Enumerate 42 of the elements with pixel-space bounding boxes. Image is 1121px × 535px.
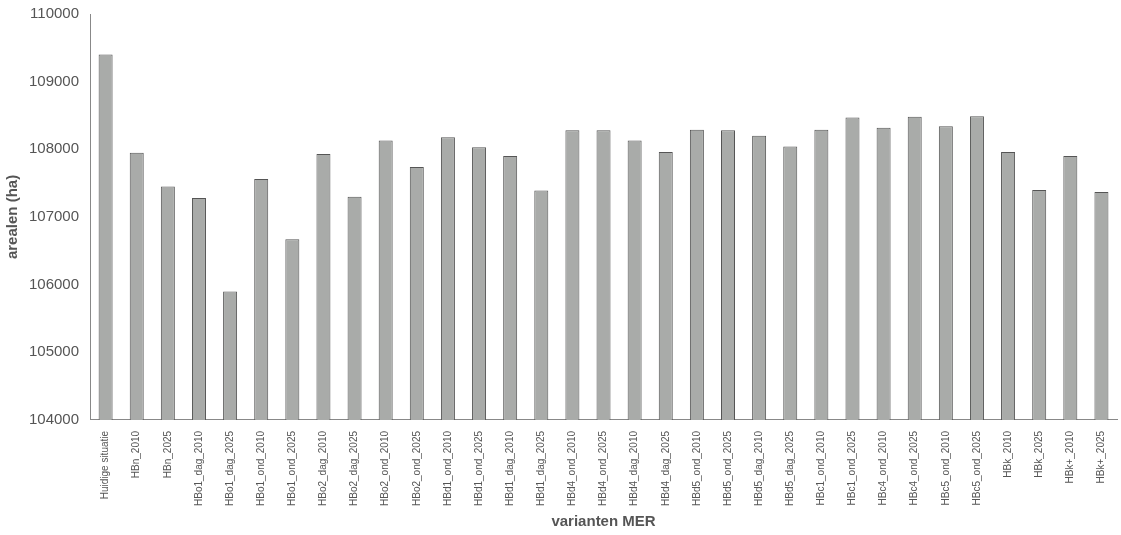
x-tick-label: Huidige situatie [99,430,111,500]
y-tick-label: 107000 [28,207,80,225]
x-tick-label: HBk+_2025 [1095,430,1107,484]
x-tick-label: HBo1_dag_2010 [192,430,204,507]
y-tick-label: 109000 [28,71,80,89]
x-tick-label: HBd1_ond_2025 [472,430,484,507]
x-tick-label: HBc1_ond_2010 [815,430,827,506]
y-axis-title: arealen (ha) [3,174,21,260]
x-tick-label: HBd4_dag_2010 [628,430,640,507]
x-tick-label: HBd5_dag_2025 [783,430,795,507]
x-tick-label: HBc5_ond_2010 [939,430,951,506]
x-tick-label: HBo1_dag_2025 [223,430,235,507]
x-tick-label: HBd1_dag_2010 [503,430,515,507]
x-tick-label: HBo1_ond_2025 [286,430,298,507]
x-tick-label: HBc5_ond_2025 [970,430,982,506]
y-tick-label: 106000 [28,274,80,292]
y-tick-label: 108000 [28,139,80,157]
x-tick-label: HBk+_2010 [1064,430,1076,484]
x-tick-label: HBo1_ond_2010 [254,430,266,507]
x-tick-label: HBd4_ond_2025 [597,430,609,507]
x-tick-label: HBd5_ond_2010 [690,430,702,507]
y-tick-label: 110000 [30,4,80,22]
x-tick-label: HBo2_ond_2010 [379,430,391,507]
x-tick-label: HBk_2025 [1032,430,1044,478]
x-tick-label: HBd1_dag_2025 [535,430,547,507]
x-tick-label: HBo2_dag_2010 [317,430,329,507]
x-tick-label: HBd5_ond_2025 [721,430,733,507]
x-axis-title: varianten MER [551,512,656,530]
x-tick-label: HBn_2010 [130,430,142,479]
x-tick-label: HBd4_ond_2010 [566,430,578,507]
x-tick-label: HBd1_ond_2010 [441,430,453,507]
x-tick-label: HBo2_ond_2025 [410,430,422,507]
x-tick-label: HBd4_dag_2025 [659,430,671,507]
x-tick-label: HBc4_ond_2025 [908,430,920,506]
y-tick-label: 105000 [28,342,80,360]
x-tick-label: HBc1_ond_2025 [846,430,858,506]
x-tick-label: HBd5_dag_2010 [752,430,764,507]
x-tick-label: HBk_2010 [1001,430,1013,478]
x-tick-label: HBn_2025 [161,430,173,479]
x-tick-label: HBc4_ond_2010 [877,430,889,506]
y-tick-label: 104000 [28,410,80,428]
x-tick-label: HBo2_dag_2025 [348,430,360,507]
